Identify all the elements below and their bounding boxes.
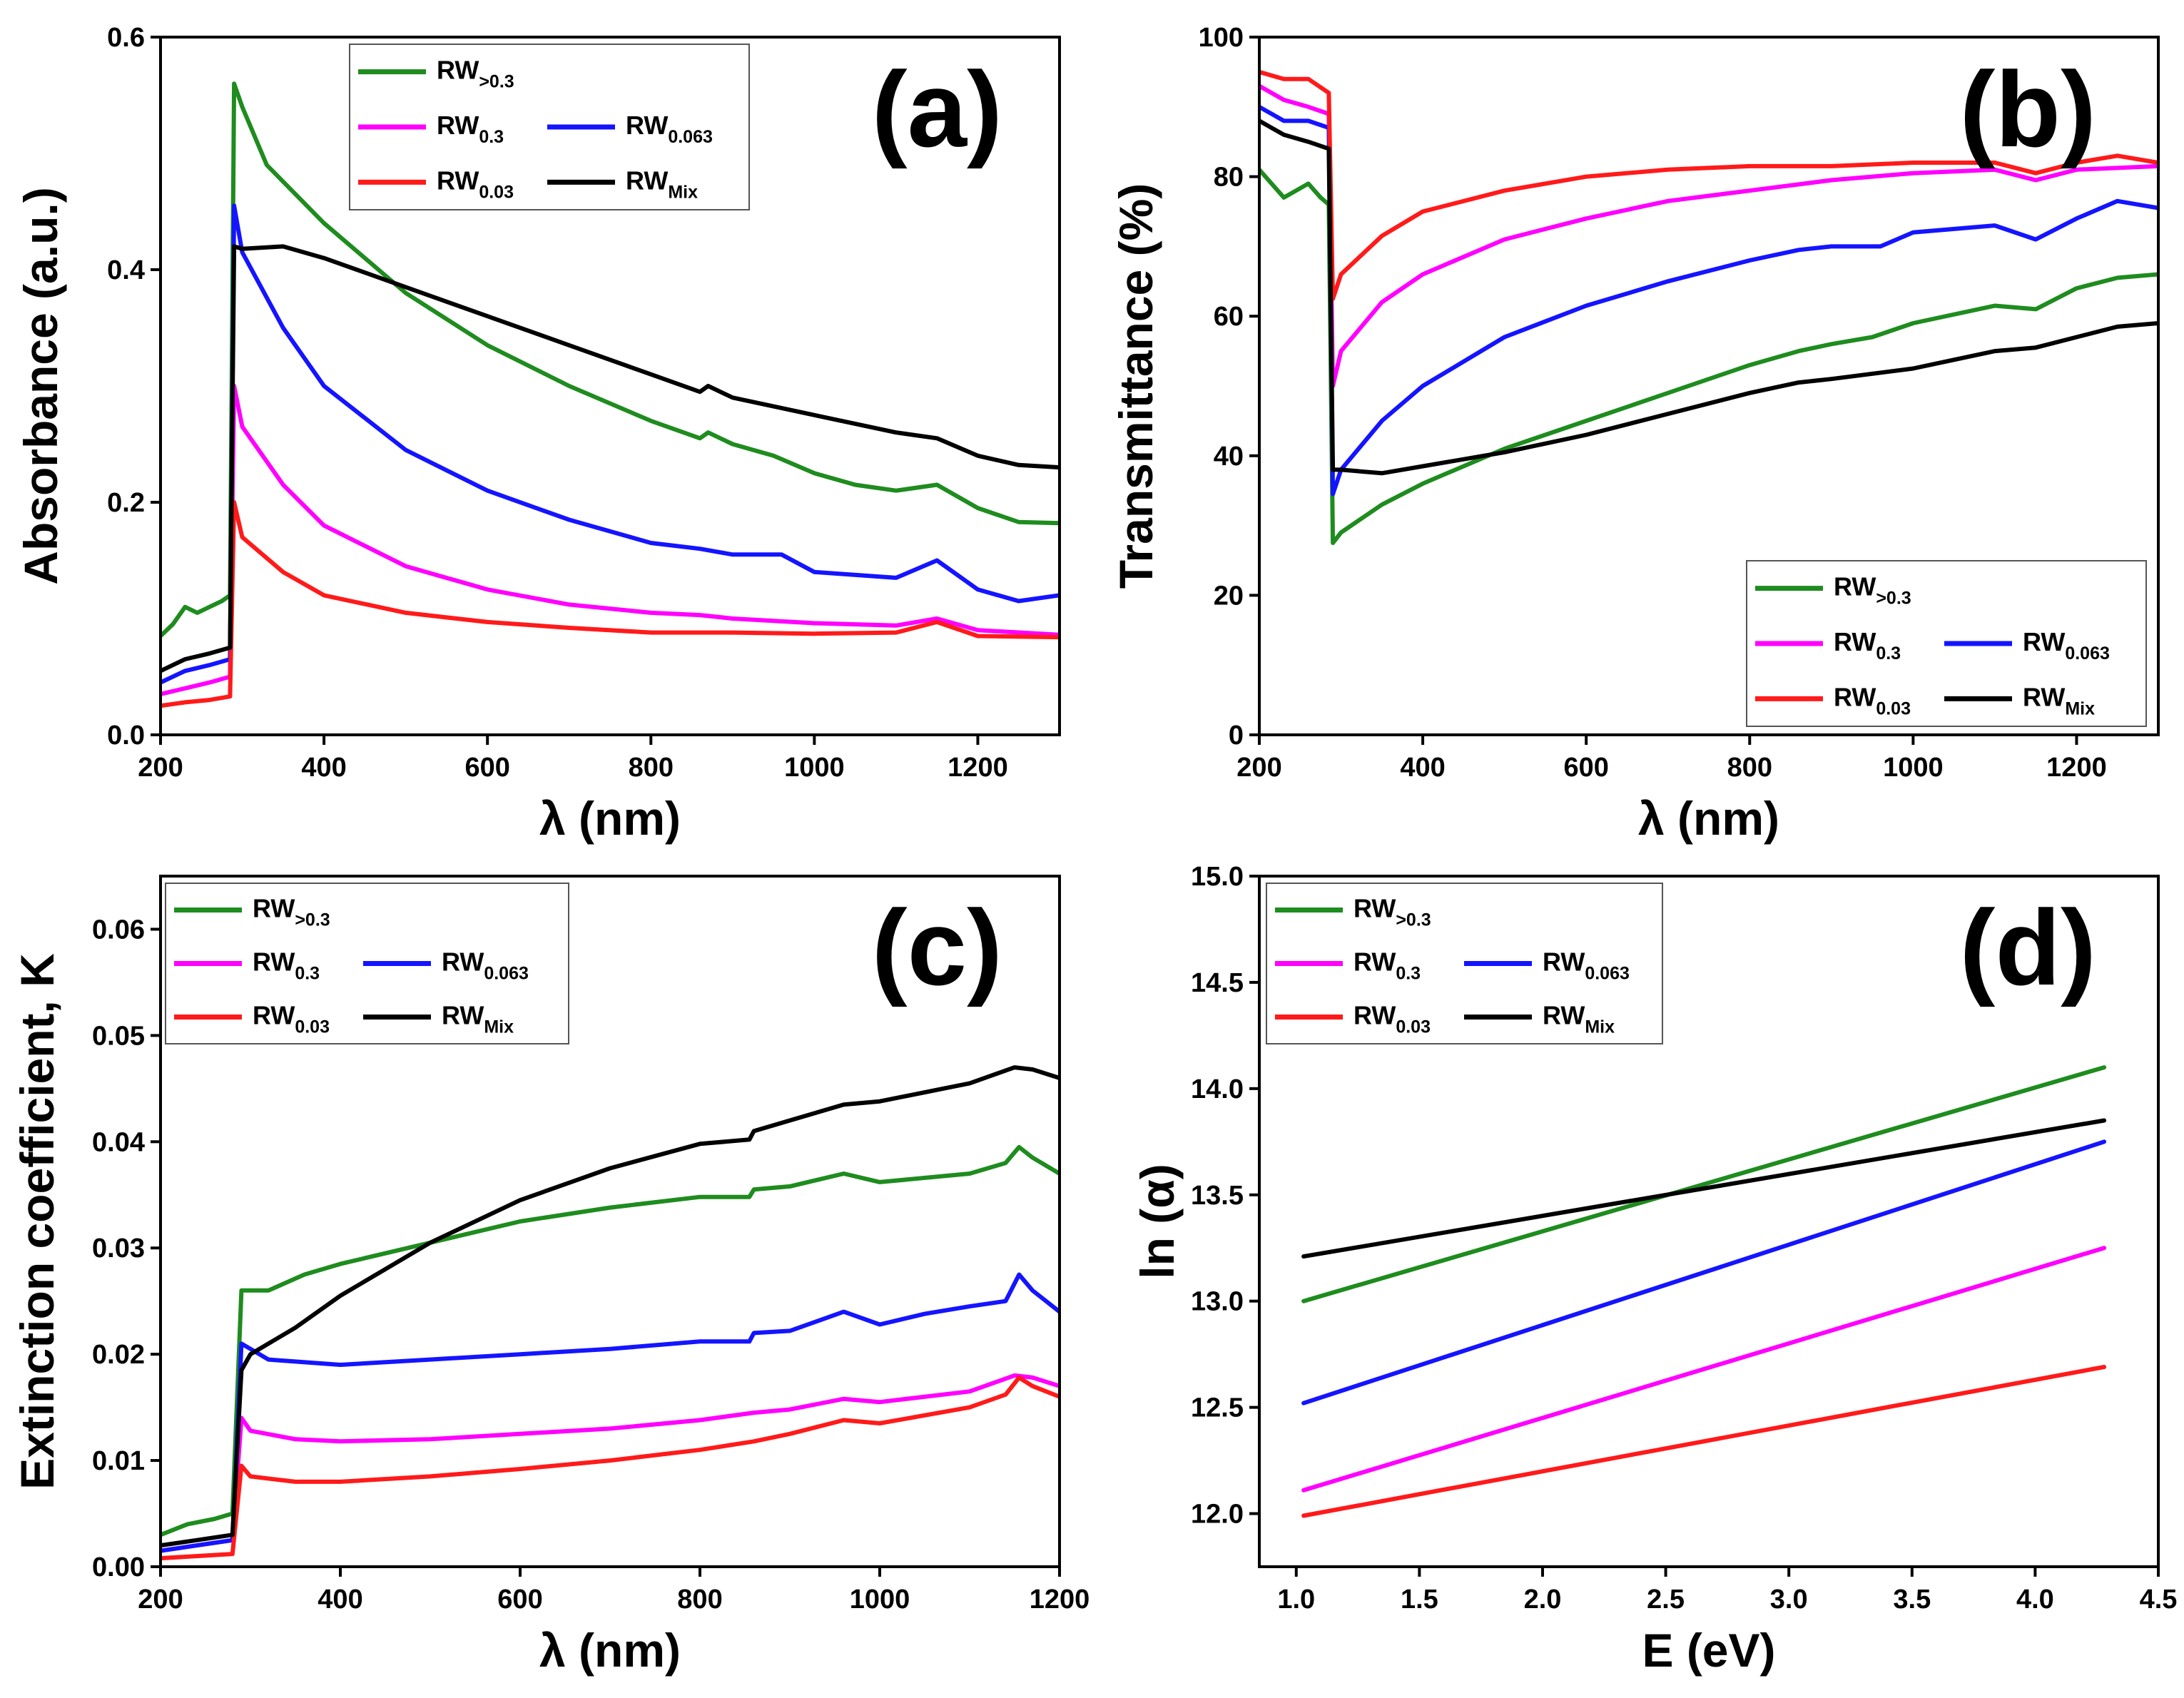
series-line-Mix [161, 1065, 1060, 1548]
series-line-03 [161, 81, 1060, 639]
plot-frame [1258, 875, 2160, 1568]
plot-frame [159, 36, 1061, 736]
y-tick-label: 0.4 [107, 255, 145, 285]
series-line-003 [1301, 1365, 2107, 1518]
y-tick-label: 60 [1214, 302, 1244, 332]
x-tick-label: 3.0 [1770, 1585, 1808, 1615]
x-tick-label: 800 [629, 753, 674, 783]
y-tick-label: 20 [1214, 581, 1244, 611]
series-line-0063 [161, 1272, 1060, 1553]
x-axis-title: λ (nm) [539, 1624, 681, 1677]
y-tick-label: 13.5 [1191, 1181, 1244, 1211]
y-tick-label: 13.0 [1191, 1287, 1244, 1317]
y-tick-label: 0.06 [92, 915, 145, 945]
x-tick-label: 1000 [850, 1585, 910, 1615]
x-tick-label: 200 [138, 753, 183, 783]
y-tick-label: 12.5 [1191, 1393, 1244, 1423]
y-tick-label: 40 [1214, 442, 1244, 472]
series-line-03 [1259, 83, 2158, 388]
y-tick-label: 0.04 [92, 1127, 145, 1157]
x-tick-label: 1.5 [1401, 1585, 1438, 1615]
x-tick-label: 1200 [1030, 1585, 1090, 1615]
y-tick-label: 100 [1199, 23, 1244, 53]
y-tick-label: 0.2 [107, 488, 145, 518]
series-line-003 [1259, 69, 2158, 301]
panel-b: 200 400 600 800 1000 1200 0 20 40 60 80 100 λ (nm) Tr… [1109, 23, 2160, 845]
x-tick-label: 4.5 [2140, 1585, 2178, 1615]
panel-label: (a) [872, 49, 1002, 169]
y-tick-label: 80 [1214, 163, 1244, 193]
series-line-0063 [1301, 1139, 2107, 1405]
y-tick-label: 0.02 [92, 1340, 145, 1370]
x-tick-label: 1000 [1883, 753, 1944, 783]
y-tick-label: 0.03 [92, 1234, 145, 1264]
panel-label: (c) [872, 888, 1002, 1007]
series-line-003 [161, 500, 1060, 708]
panel-a: 200 400 600 800 1000 1200 0.0 0.2 0.4 0.6 λ (nm) Ab… [14, 23, 1061, 845]
series-line-003 [161, 1375, 1060, 1561]
panel-label: (d) [1959, 888, 2096, 1007]
x-tick-label: 1200 [2046, 753, 2107, 783]
x-tick-label: 200 [138, 1585, 183, 1615]
x-tick-label: 2.5 [1647, 1585, 1685, 1615]
panel-label: (b) [1959, 49, 2096, 169]
series-line-03 [1259, 167, 2158, 545]
series-line-03 [1301, 1246, 2107, 1493]
y-tick-label: 0.05 [92, 1021, 145, 1051]
x-tick-label: 600 [464, 753, 509, 783]
y-tick-label: 0.6 [107, 23, 145, 53]
y-tick-label: 0.01 [92, 1446, 145, 1476]
x-tick-label: 600 [497, 1585, 542, 1615]
panel-d: 1.0 1.5 2.0 2.5 3.0 3.5 4.0 4.5 12.0 12.5 13.0 13.5… [1131, 862, 2177, 1677]
panel-c: 200 400 600 800 1000 1200 0.00 0.01 0.02 0.03 0.04… [11, 875, 1090, 1677]
x-axis-title: λ (nm) [539, 792, 681, 845]
y-tick-label: 14.5 [1191, 968, 1244, 998]
y-axis-title: ln (α) [1131, 1164, 1184, 1279]
x-tick-label: 600 [1563, 753, 1608, 783]
x-tick-label: 400 [318, 1585, 362, 1615]
y-tick-label: 15.0 [1191, 862, 1244, 892]
x-tick-label: 800 [1727, 753, 1772, 783]
series-line-Mix [1259, 118, 2158, 476]
x-tick-label: 1000 [784, 753, 845, 783]
series-line-03 [161, 384, 1060, 696]
x-axis-title: E (eV) [1642, 1624, 1775, 1677]
series-line-03 [161, 1144, 1060, 1537]
plot-frame [1258, 36, 2160, 736]
series-line-Mix [1301, 1118, 2107, 1259]
series-line-Mix [161, 244, 1060, 673]
x-tick-label: 4.0 [2016, 1585, 2054, 1615]
y-axis-title: Transmittance (%) [1109, 183, 1162, 589]
x-tick-label: 400 [301, 753, 346, 783]
x-tick-label: 1.0 [1277, 1585, 1315, 1615]
y-tick-label: 12.0 [1191, 1500, 1244, 1530]
y-tick-label: 0.00 [92, 1552, 145, 1582]
y-tick-label: 14.0 [1191, 1074, 1244, 1104]
x-tick-label: 200 [1236, 753, 1281, 783]
y-axis-title: Extinction coefficient, K [11, 953, 64, 1490]
x-tick-label: 400 [1400, 753, 1445, 783]
y-tick-label: 0 [1229, 721, 1244, 751]
series-line-03 [161, 1373, 1060, 1553]
x-tick-label: 800 [677, 1585, 722, 1615]
x-tick-label: 3.5 [1893, 1585, 1931, 1615]
series-line-03 [1301, 1065, 2107, 1303]
series-line-0063 [161, 203, 1060, 685]
x-axis-title: λ (nm) [1638, 792, 1779, 845]
y-tick-label: 0.0 [107, 721, 145, 751]
x-tick-label: 1200 [948, 753, 1008, 783]
plot-frame [159, 875, 1061, 1568]
x-tick-label: 2.0 [1524, 1585, 1562, 1615]
y-axis-title: Absorbance (a.u.) [14, 187, 67, 584]
